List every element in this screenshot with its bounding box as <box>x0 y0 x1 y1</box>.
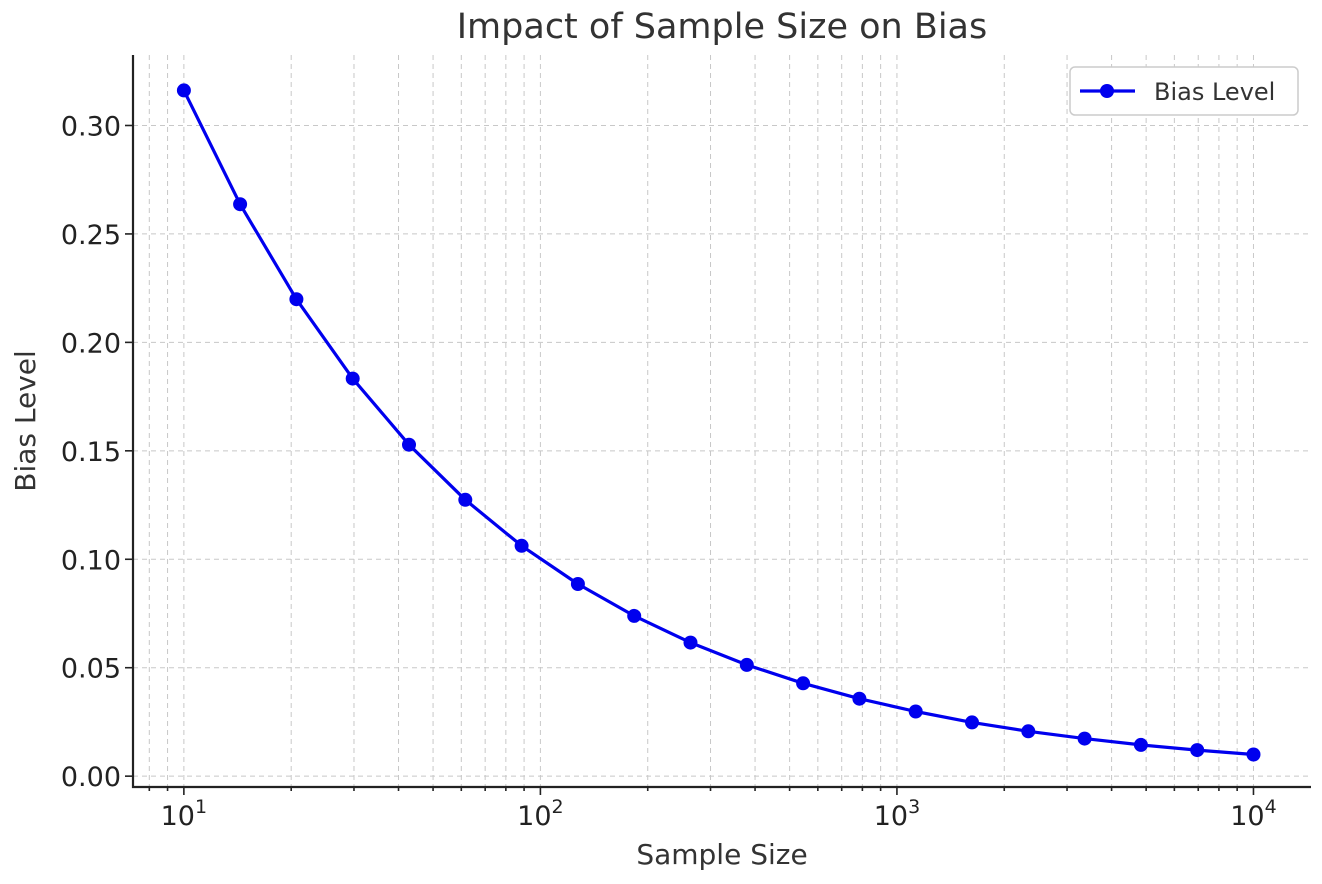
data-point <box>965 715 979 730</box>
data-point <box>683 635 698 650</box>
data-point <box>570 577 585 591</box>
data-point <box>796 676 811 691</box>
data-point <box>1021 724 1036 739</box>
data-point <box>345 371 360 386</box>
data-point <box>1133 737 1148 752</box>
series-line <box>182 89 1254 757</box>
grid <box>133 55 1311 787</box>
data-point <box>289 292 304 307</box>
data-point <box>402 437 416 452</box>
legend-marker <box>1100 84 1114 98</box>
x-tick-label: 102 <box>517 796 563 832</box>
legend: Bias Level <box>1069 66 1299 116</box>
y-tick-label: 0.30 <box>61 111 121 142</box>
data-point <box>908 704 923 719</box>
y-tick-label: 0.15 <box>61 437 121 468</box>
data-point <box>458 492 473 507</box>
y-tick-label: 0.10 <box>61 545 121 576</box>
data-point <box>176 83 191 98</box>
legend-label: Bias Level <box>1154 78 1275 106</box>
axis-spines <box>131 55 1311 789</box>
y-axis-label: Bias Level <box>9 350 42 492</box>
axes: 0.00 0.05 0.10 0.15 0.20 0.25 0.30 101 102 103 104 <box>61 55 1311 832</box>
data-point <box>1246 747 1261 762</box>
x-tick-label: 104 <box>1230 796 1276 832</box>
chart-title: Impact of Sample Size on Bias <box>457 7 988 47</box>
data-point <box>1077 731 1092 746</box>
data-point <box>627 608 642 623</box>
data-point <box>233 197 248 212</box>
y-tick-label: 0.20 <box>61 328 121 359</box>
x-tick-label: 101 <box>161 796 207 832</box>
y-tick-label: 0.25 <box>61 220 121 251</box>
x-tick-label: 103 <box>874 796 920 832</box>
y-tick-label: 0.05 <box>61 654 121 685</box>
x-axis-label: Sample Size <box>636 838 807 871</box>
legend-frame <box>1069 66 1299 116</box>
data-point <box>739 657 754 672</box>
data-point <box>852 691 867 706</box>
data-point <box>1190 743 1205 758</box>
data-point <box>514 538 529 553</box>
plot-area <box>176 83 1261 762</box>
y-tick-label: 0.00 <box>61 762 121 793</box>
